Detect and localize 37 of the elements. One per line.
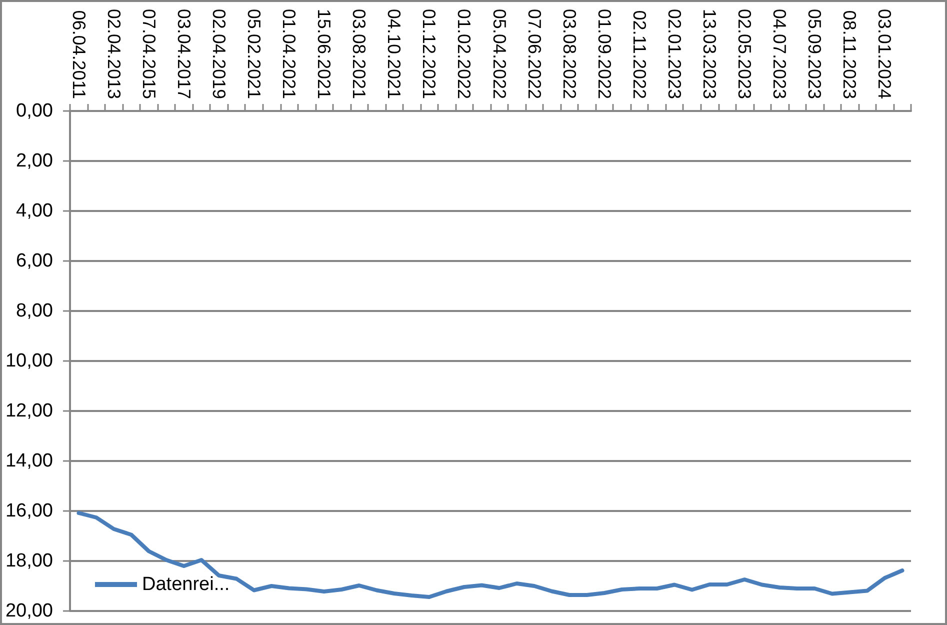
x-tick-label: 02.05.2023	[734, 8, 755, 99]
x-tick-label: 08.11.2023	[840, 10, 860, 99]
line-series	[76, 511, 904, 599]
y-tick-label: 6,00	[16, 250, 53, 272]
x-tick-label: 04.10.2021	[384, 8, 404, 99]
x-tick-label: 03.01.2024	[874, 8, 895, 99]
y-tick-label: 14,00	[5, 450, 53, 472]
x-tick-label: 05.02.2021	[244, 8, 264, 99]
x-tick-label: 02.01.2023	[664, 8, 684, 99]
x-tick-label: 01.09.2022	[594, 8, 614, 99]
x-tick-label: 02.11.2022	[629, 10, 650, 99]
x-tick-label: 02.04.2013	[104, 8, 124, 99]
y-tick-label: 2,00	[16, 150, 53, 172]
y-tick-label: 20,00	[5, 600, 53, 622]
x-tick-label: 03.04.2017	[174, 8, 194, 99]
y-tick-label: 12,00	[5, 400, 53, 422]
x-tick-label: 04.07.2023	[770, 8, 790, 99]
x-tick-label: 03.08.2022	[559, 8, 580, 99]
x-tick-label: 07.04.2015	[138, 8, 159, 99]
x-tick-label: 15.06.2021	[314, 8, 334, 99]
y-tick-label: 16,00	[5, 500, 53, 522]
x-tick-label: 13.03.2023	[700, 8, 720, 99]
x-tick-label: 01.02.2022	[454, 8, 474, 99]
y-tick-label: 8,00	[16, 300, 53, 322]
y-tick-label: 4,00	[16, 200, 53, 222]
x-tick-label: 06.04.2011	[68, 10, 89, 99]
x-tick-label: 01.12.2021	[419, 8, 440, 99]
x-tick-label: 03.08.2021	[349, 8, 370, 99]
legend-label: Datenrei...	[142, 574, 230, 595]
y-tick-label: 10,00	[5, 350, 53, 372]
x-tick-label: 07.06.2022	[524, 8, 544, 99]
y-tick-label: 0,00	[16, 100, 53, 122]
y-tick-label: 18,00	[5, 550, 53, 572]
x-tick-label: 05.09.2023	[804, 8, 825, 99]
x-tick-label: 05.04.2022	[489, 8, 510, 99]
x-tick-label: 01.04.2021	[279, 8, 300, 99]
x-tick-label: 02.04.2019	[208, 8, 229, 99]
